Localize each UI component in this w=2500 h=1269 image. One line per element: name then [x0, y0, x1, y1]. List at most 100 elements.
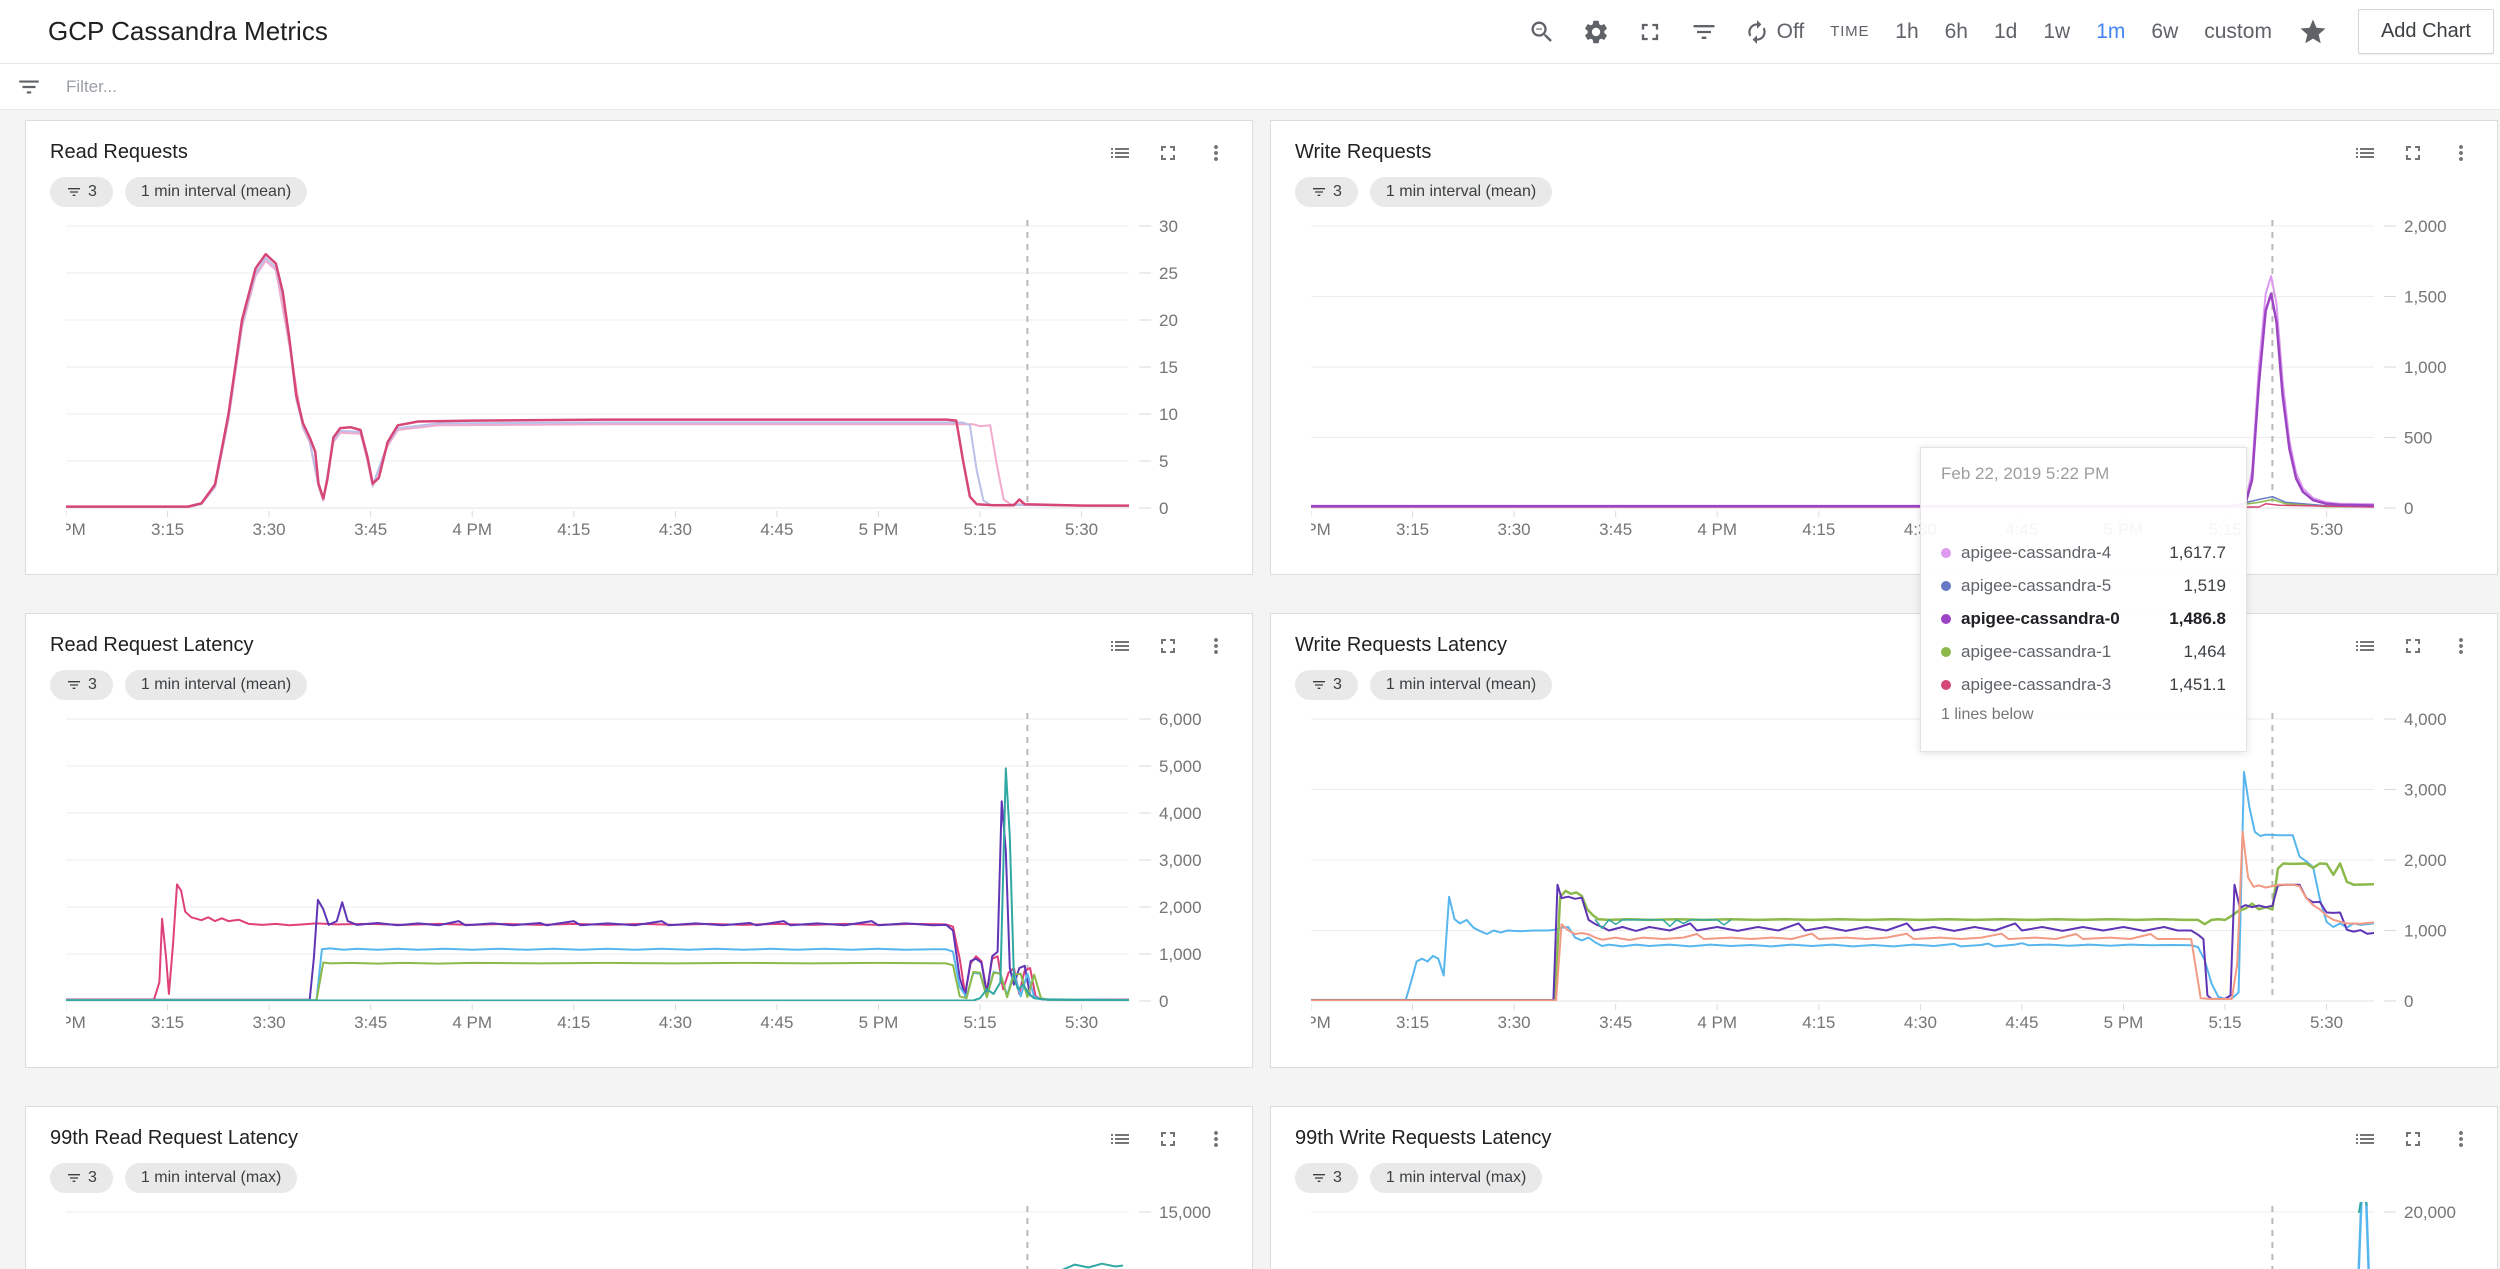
search-icon[interactable] [1528, 18, 1556, 46]
interval-badge[interactable]: 1 min interval (mean) [124, 670, 308, 700]
svg-text:6,000: 6,000 [1159, 710, 1202, 729]
filter-count-value: 3 [1333, 1169, 1342, 1186]
chart-card-actions [2353, 634, 2473, 658]
more-options-icon[interactable] [2449, 141, 2473, 165]
time-range-6w[interactable]: 6w [2151, 19, 2179, 43]
filter-count-badge[interactable]: 3 [50, 1163, 113, 1193]
chart-badges: 3 1 min interval (mean) [1295, 670, 2473, 700]
svg-text:5 PM: 5 PM [859, 520, 899, 538]
time-range-custom[interactable]: custom [2204, 19, 2272, 43]
svg-text:3:15: 3:15 [1396, 1013, 1429, 1031]
svg-text:15,000: 15,000 [1159, 1203, 1211, 1222]
auto-refresh-toggle[interactable]: Off [1744, 19, 1804, 45]
legend-list-icon[interactable] [1108, 1127, 1132, 1151]
expand-fullscreen-icon[interactable] [2401, 634, 2425, 658]
chart-title: Read Requests [50, 141, 188, 163]
chart-title: 99th Write Requests Latency [1295, 1127, 1552, 1149]
time-range-1h[interactable]: 1h [1895, 19, 1919, 43]
svg-text:4:45: 4:45 [760, 520, 793, 538]
chart-plot[interactable]: 0 500 1,000 1,500 2,000 3 PM 3:15 3:30 3:45 4 PM 4… [1291, 216, 2473, 543]
filter-count-badge[interactable]: 3 [1295, 670, 1358, 700]
chart-card-actions [2353, 141, 2473, 165]
svg-text:4 PM: 4 PM [452, 1013, 492, 1031]
tooltip-timestamp: Feb 22, 2019 5:22 PM [1941, 464, 2110, 483]
chart-card-99th-write-requests-latency: 99th Write Requests Latency 3 1 min inte… [1270, 1106, 2498, 1269]
series-value: 1,464 [2183, 641, 2226, 661]
chart-title: Read Request Latency [50, 634, 254, 656]
svg-text:500: 500 [2404, 429, 2432, 448]
svg-text:0: 0 [1159, 499, 1168, 518]
star-icon[interactable] [2298, 17, 2328, 47]
legend-list-icon[interactable] [2353, 1127, 2377, 1151]
fullscreen-icon[interactable] [1636, 18, 1664, 46]
chart-card-write-requests: Write Requests 3 1 min interval (mean) 0… [1270, 120, 2498, 575]
chart-plot[interactable]: 0 1,000 2,000 3,000 4,000 3 PM 3:15 3:30 3:45 4 P… [1291, 709, 2473, 1036]
chart-plot[interactable]: 0 1,000 2,000 3,000 4,000 5,000 6,000 3 PM 3:15 3… [46, 709, 1228, 1036]
filter-count-badge[interactable]: 3 [1295, 1163, 1358, 1193]
legend-list-icon[interactable] [2353, 141, 2377, 165]
more-options-icon[interactable] [2449, 1127, 2473, 1151]
header-controls: Off TIME 1h 6h 1d 1w 1m 6w custom Add Chart [1528, 9, 2494, 54]
filter-count-value: 3 [88, 676, 97, 693]
chart-canvas[interactable]: 0 500 1,000 1,500 2,000 3 PM 3:15 3:30 3:45 4 PM 4… [1291, 216, 2499, 539]
series-color-dot [1941, 646, 1951, 657]
time-range-1w[interactable]: 1w [2043, 19, 2071, 43]
series-color-dot [1941, 679, 1951, 690]
chart-plot[interactable]: 0 5 10 15 20 25 30 3 PM 3:15 3:30 3:45 4 PM 4:15 4:30… [46, 216, 1228, 543]
more-options-icon[interactable] [1204, 141, 1228, 165]
add-chart-button[interactable]: Add Chart [2357, 9, 2494, 54]
more-options-icon[interactable] [1204, 634, 1228, 658]
series-value: 1,519 [2183, 575, 2226, 595]
filter-list-icon[interactable] [1690, 18, 1718, 46]
legend-list-icon[interactable] [1108, 634, 1132, 658]
chart-card-header: Write Requests [1295, 139, 2473, 165]
time-range-6h[interactable]: 6h [1944, 19, 1968, 43]
expand-fullscreen-icon[interactable] [2401, 141, 2425, 165]
chart-badges: 3 1 min interval (max) [50, 1163, 1228, 1193]
filter-count-badge[interactable]: 3 [1295, 177, 1358, 207]
settings-gear-icon[interactable] [1582, 18, 1610, 46]
interval-badge[interactable]: 1 min interval (mean) [1369, 670, 1553, 700]
chart-card-actions [1108, 1127, 1228, 1151]
svg-text:3:15: 3:15 [151, 1013, 184, 1031]
filter-count-badge[interactable]: 3 [50, 670, 113, 700]
interval-badge[interactable]: 1 min interval (mean) [1369, 177, 1553, 207]
filter-input[interactable] [66, 76, 486, 97]
time-range-1m[interactable]: 1m [2096, 19, 2126, 43]
chart-canvas[interactable]: 0 1,000 2,000 3,000 4,000 5,000 6,000 3 PM 3:15 3… [46, 709, 1254, 1032]
svg-text:5 PM: 5 PM [859, 1013, 899, 1031]
expand-fullscreen-icon[interactable] [1156, 141, 1180, 165]
chart-canvas[interactable]: 0 5 10 15 20 25 30 3 PM 3:15 3:30 3:45 4 PM 4:15 4:30… [46, 216, 1254, 539]
expand-fullscreen-icon[interactable] [2401, 1127, 2425, 1151]
filter-count-badge[interactable]: 3 [50, 177, 113, 207]
chart-canvas[interactable]: 0 1,000 2,000 3,000 4,000 3 PM 3:15 3:30 3:45 4 P… [1291, 709, 2499, 1032]
legend-list-icon[interactable] [1108, 141, 1132, 165]
svg-text:3:15: 3:15 [1396, 520, 1429, 538]
legend-list-icon[interactable] [2353, 634, 2377, 658]
app-header: GCP Cassandra Metrics Off TIME 1h 6h 1d 1w 1… [0, 0, 2500, 64]
more-options-icon[interactable] [1204, 1127, 1228, 1151]
svg-text:3 PM: 3 PM [66, 520, 86, 538]
svg-text:5:30: 5:30 [2310, 520, 2343, 538]
svg-text:3:45: 3:45 [1599, 520, 1632, 538]
interval-badge[interactable]: 1 min interval (mean) [124, 177, 308, 207]
svg-text:4:45: 4:45 [2005, 1013, 2038, 1031]
filter-bar [0, 64, 2500, 110]
svg-text:20,000: 20,000 [2404, 1203, 2456, 1222]
time-label: TIME [1830, 23, 1870, 40]
more-options-icon[interactable] [2449, 634, 2473, 658]
svg-text:1,000: 1,000 [1159, 945, 1202, 964]
chart-card-actions [1108, 141, 1228, 165]
time-range-1d[interactable]: 1d [1993, 19, 2018, 43]
svg-text:15: 15 [1159, 358, 1178, 377]
interval-badge[interactable]: 1 min interval (max) [1369, 1163, 1543, 1193]
expand-fullscreen-icon[interactable] [1156, 1127, 1180, 1151]
chart-card-header: Write Requests Latency [1295, 632, 2473, 658]
svg-text:30: 30 [1159, 217, 1178, 236]
expand-fullscreen-icon[interactable] [1156, 634, 1180, 658]
interval-badge[interactable]: 1 min interval (max) [124, 1163, 298, 1193]
